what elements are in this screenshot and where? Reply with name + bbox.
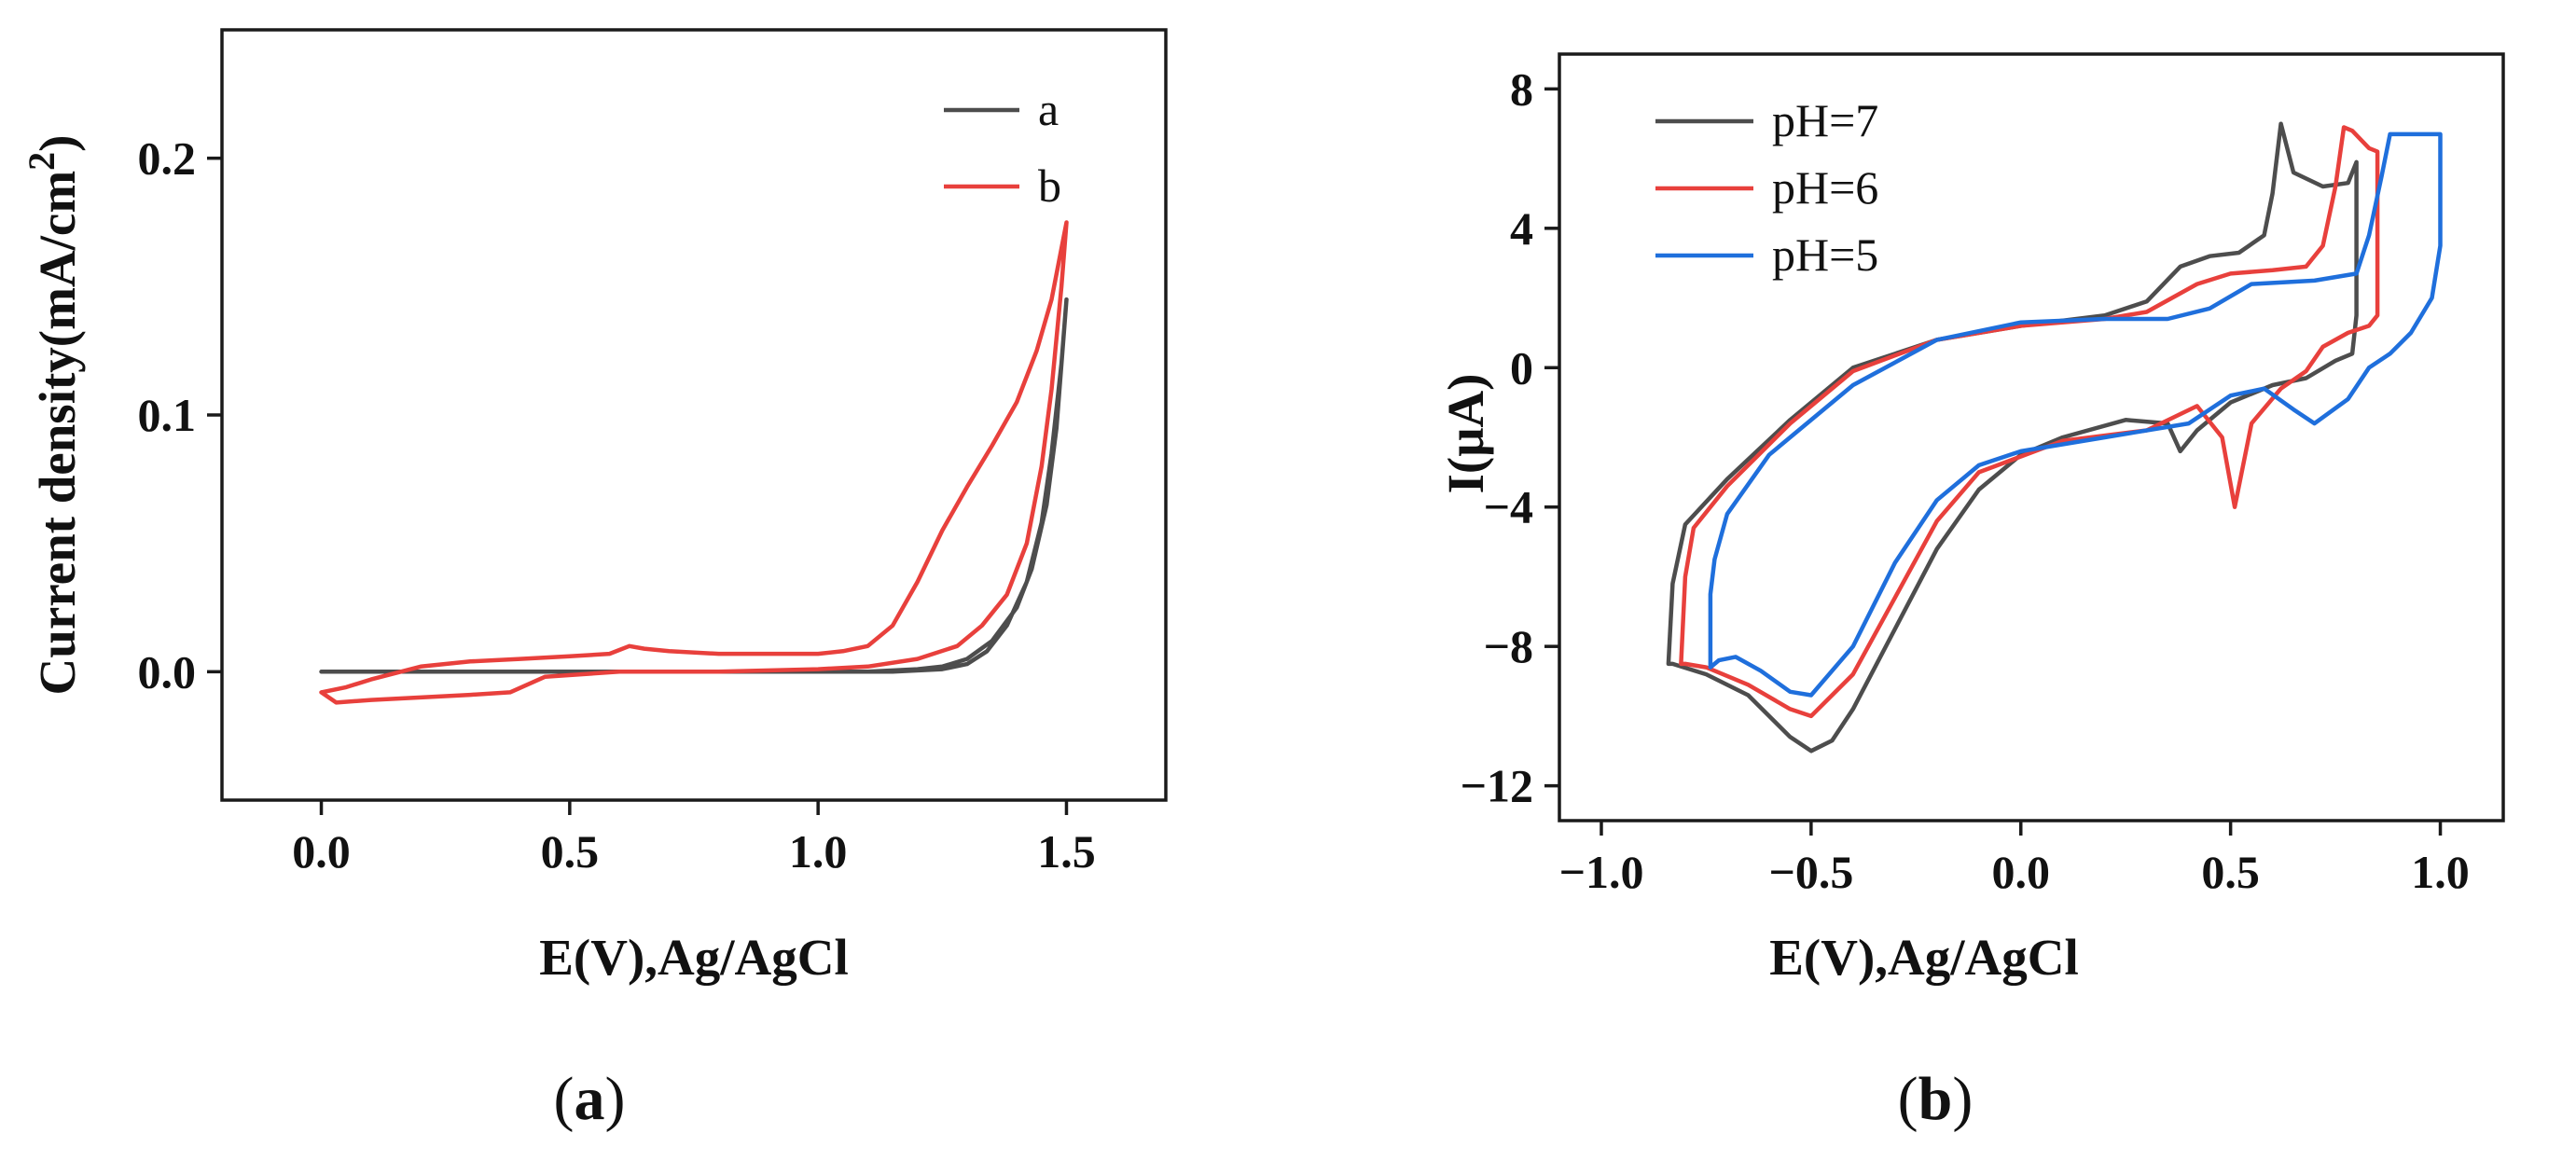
panel-b-x-tick-label: 0.0 [1992, 846, 2051, 898]
panel-b-y-tick-label: −12 [1461, 760, 1534, 812]
panel-a-series-a [319, 297, 1069, 674]
panel-a-y-axis-title-main: Current density(mA/cm [29, 171, 86, 696]
panel-a-series-b [319, 220, 1069, 705]
panel-b-x-tick-label: −0.5 [1768, 846, 1853, 898]
panel-b-legend-label-ph-6: pH=6 [1772, 161, 1878, 214]
panel-a-plot-area [319, 220, 1069, 705]
panel-b-series-ph-5 [1708, 131, 2443, 698]
panel-b-x-tick-label: 0.5 [2201, 846, 2260, 898]
panel-a-legend-label-a: a [1038, 83, 1059, 135]
panel-a-x-tick-label: 1.5 [1037, 825, 1096, 878]
panel-b-axes: −1.0 −0.5 0.0 0.5 1.0 8 4 0 −4 −8 −12 [1461, 62, 2470, 898]
panel-b-caption: (b) [1898, 1065, 1974, 1133]
panel-a-axes: 0.0 0.5 1.0 1.5 0.0 0.1 0.2 [138, 132, 1096, 878]
panel-b-legend-label-ph-7: pH=7 [1772, 94, 1878, 146]
panel-a-legend-label-b: b [1038, 159, 1061, 212]
panel-b-caption-close-paren: ) [1952, 1065, 1973, 1133]
panel-b-y-tick-label: −8 [1484, 620, 1534, 672]
panel-b-y-tick-label: 4 [1510, 202, 1533, 255]
panel-a-caption-open-paren: ( [554, 1065, 575, 1133]
panel-a-caption-close-paren: ) [605, 1065, 626, 1133]
panel-b: −1.0 −0.5 0.0 0.5 1.0 8 4 0 −4 −8 −12 E(V),Ag/AgCl… [1437, 52, 2505, 1133]
panel-a: 0.0 0.5 1.0 1.5 0.0 0.1 0.2 E(V),Ag/AgCl Curre… [21, 28, 1168, 1133]
panel-b-series-ph-7 [1666, 121, 2359, 753]
panel-a-x-tick-label: 1.0 [789, 825, 848, 878]
panel-a-x-tick-label: 0.0 [292, 825, 351, 878]
panel-b-x-axis-title: E(V),Ag/AgCl [1769, 929, 2079, 986]
panel-a-legend: ab [944, 83, 1061, 212]
panel-a-y-tick-label: 0.1 [138, 389, 197, 441]
panel-a-caption-letter: a [575, 1065, 605, 1133]
panel-b-x-tick-label: −1.0 [1558, 846, 1643, 898]
panel-b-frame [1558, 52, 2505, 822]
panel-a-y-tick-label: 0.0 [138, 645, 197, 698]
panel-b-x-tick-label: 1.0 [2411, 846, 2470, 898]
panel-a-caption: (a) [554, 1065, 626, 1133]
panel-b-y-tick-label: −4 [1484, 481, 1534, 533]
panel-b-plot-area [1666, 121, 2443, 753]
panel-b-y-axis-title: I(μA) [1437, 374, 1494, 494]
panel-a-frame [220, 28, 1168, 802]
panel-b-y-tick-label: 0 [1510, 341, 1533, 394]
panel-b-caption-letter: b [1918, 1065, 1953, 1133]
panel-a-x-tick-label: 0.5 [541, 825, 600, 878]
panel-a-y-axis-title-superscript: 2 [21, 152, 62, 171]
panel-a-y-axis-title: Current density(mA/cm2) [21, 135, 86, 696]
panel-a-y-tick-label: 0.2 [138, 132, 197, 185]
panel-a-y-axis-title-close: ) [29, 135, 86, 152]
panel-a-x-axis-title: E(V),Ag/AgCl [539, 929, 849, 986]
panel-b-caption-open-paren: ( [1898, 1065, 1918, 1133]
panel-b-y-tick-label: 8 [1510, 62, 1533, 115]
panel-b-legend: pH=7 pH=6 pH=5 [1655, 94, 1878, 281]
panel-b-legend-label-ph-5: pH=5 [1772, 228, 1878, 281]
